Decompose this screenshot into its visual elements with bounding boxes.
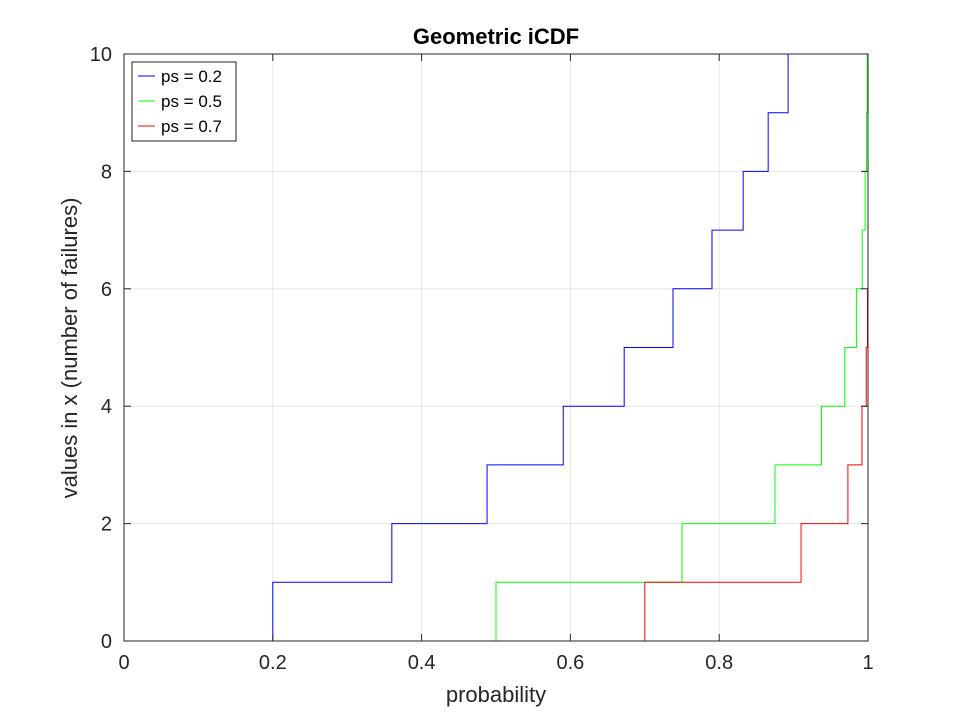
series-line-3: [124, 288, 868, 641]
legend-label-2: ps = 0.5: [161, 92, 222, 111]
grid-lines: [124, 54, 868, 641]
legend-entries: ps = 0.2 ps = 0.5 ps = 0.7: [138, 67, 222, 136]
x-tick-label: 0: [118, 652, 129, 674]
y-tick-label: 10: [90, 44, 112, 66]
x-axis-label: probability: [446, 682, 546, 707]
y-axis-label: values in x (number of failures): [57, 198, 82, 499]
ticks: [123, 53, 869, 642]
legend-label-3: ps = 0.7: [161, 117, 222, 136]
y-tick-label: 0: [101, 631, 112, 653]
x-tick-label: 1: [862, 652, 873, 674]
y-tick-label: 2: [101, 514, 112, 536]
x-tick-label: 0.8: [705, 652, 733, 674]
x-tick-label: 0.4: [408, 652, 436, 674]
plot-area: [124, 54, 868, 641]
chart-title: Geometric iCDF: [413, 24, 579, 49]
y-tick-label: 6: [101, 279, 112, 301]
y-tick-labels: 0 2 4 6 8 10: [90, 44, 112, 653]
y-tick-label: 8: [101, 161, 112, 183]
x-tick-labels: 0 0.2 0.4 0.6 0.8 1: [118, 652, 873, 674]
legend-label-1: ps = 0.2: [161, 67, 222, 86]
x-tick-label: 0.6: [556, 652, 584, 674]
series-line-2: [124, 54, 868, 641]
plot-frame: [123, 53, 869, 642]
legend: ps = 0.2 ps = 0.5 ps = 0.7: [131, 61, 237, 142]
series-line-1: [124, 54, 868, 641]
y-tick-label: 4: [101, 396, 112, 418]
series-layer: [124, 54, 868, 641]
x-tick-label: 0.2: [259, 652, 287, 674]
